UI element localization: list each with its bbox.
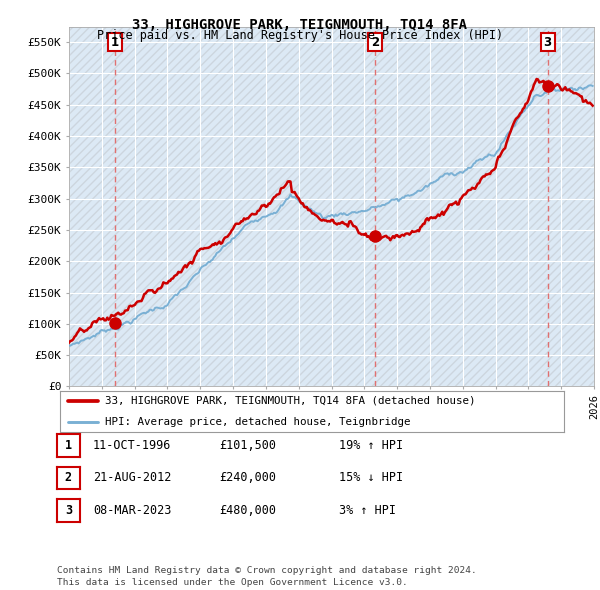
Text: 11-OCT-1996: 11-OCT-1996 (93, 439, 172, 452)
Text: £101,500: £101,500 (219, 439, 276, 452)
Text: 3% ↑ HPI: 3% ↑ HPI (339, 504, 396, 517)
Text: 2: 2 (371, 35, 379, 48)
Text: 19% ↑ HPI: 19% ↑ HPI (339, 439, 403, 452)
Text: 08-MAR-2023: 08-MAR-2023 (93, 504, 172, 517)
Text: 15% ↓ HPI: 15% ↓ HPI (339, 471, 403, 484)
Text: Price paid vs. HM Land Registry's House Price Index (HPI): Price paid vs. HM Land Registry's House … (97, 30, 503, 42)
Text: 1: 1 (111, 35, 119, 48)
Text: £240,000: £240,000 (219, 471, 276, 484)
Text: 33, HIGHGROVE PARK, TEIGNMOUTH, TQ14 8FA: 33, HIGHGROVE PARK, TEIGNMOUTH, TQ14 8FA (133, 18, 467, 32)
Text: 21-AUG-2012: 21-AUG-2012 (93, 471, 172, 484)
Text: 1: 1 (65, 439, 72, 452)
Text: 33, HIGHGROVE PARK, TEIGNMOUTH, TQ14 8FA (detached house): 33, HIGHGROVE PARK, TEIGNMOUTH, TQ14 8FA… (106, 396, 476, 406)
Text: 3: 3 (65, 504, 72, 517)
Text: 2: 2 (65, 471, 72, 484)
Text: HPI: Average price, detached house, Teignbridge: HPI: Average price, detached house, Teig… (106, 417, 411, 427)
Text: £480,000: £480,000 (219, 504, 276, 517)
Text: Contains HM Land Registry data © Crown copyright and database right 2024.
This d: Contains HM Land Registry data © Crown c… (57, 566, 477, 587)
Text: 3: 3 (544, 35, 552, 48)
